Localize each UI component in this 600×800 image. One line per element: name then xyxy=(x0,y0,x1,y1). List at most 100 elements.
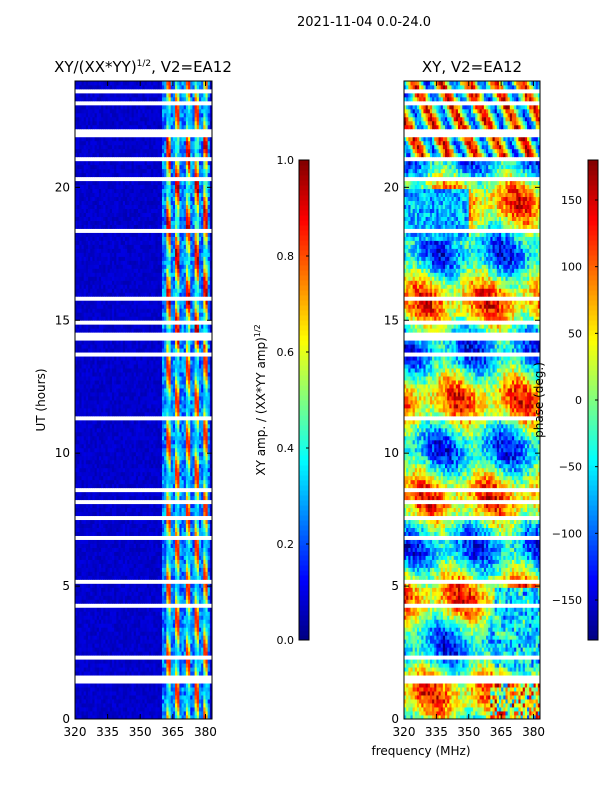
amp-cell xyxy=(144,699,148,704)
amp-cell xyxy=(98,587,102,592)
amp-cell xyxy=(114,559,117,564)
amp-cell xyxy=(177,699,180,704)
amp-cell xyxy=(170,543,174,548)
amp-cell xyxy=(179,595,182,600)
amp-cell xyxy=(177,563,180,568)
amp-cell xyxy=(90,539,93,544)
amp-cell xyxy=(192,531,196,536)
amp-cell xyxy=(122,695,126,700)
amp-cell xyxy=(146,511,150,517)
amp-cell xyxy=(114,495,117,501)
amp-cell xyxy=(203,691,206,696)
amp-cell xyxy=(133,651,137,656)
amp-cell xyxy=(157,699,161,704)
amp-cell xyxy=(105,639,109,644)
amp-cell xyxy=(148,567,152,572)
amp-cell xyxy=(207,639,211,644)
amp-cell xyxy=(92,691,95,696)
amp-cell xyxy=(194,611,198,616)
amp-cell xyxy=(185,627,189,632)
amp-cell xyxy=(133,647,137,652)
amp-cell xyxy=(146,539,150,544)
amp-cell xyxy=(164,711,167,716)
amp-cell xyxy=(118,659,122,664)
amp-cell xyxy=(127,703,130,708)
amp-cell xyxy=(129,575,132,580)
amp-cell xyxy=(77,623,80,628)
amp-cell xyxy=(107,587,111,592)
amp-cell xyxy=(146,631,150,636)
amp-cell xyxy=(85,583,89,588)
amp-cell xyxy=(129,631,132,636)
amp-cell xyxy=(201,663,204,668)
amp-cell xyxy=(92,519,95,525)
amp-cell xyxy=(177,583,180,588)
amp-cell xyxy=(90,619,93,624)
amp-cell xyxy=(98,703,102,708)
amp-cell xyxy=(168,683,172,688)
amp-cell xyxy=(125,503,128,509)
amp-cell xyxy=(120,511,124,517)
amp-cell xyxy=(127,551,130,556)
amp-cell xyxy=(161,539,165,544)
amp-cell xyxy=(116,635,119,640)
amp-cell xyxy=(118,635,122,640)
amp-cell xyxy=(88,511,91,517)
amp-cell xyxy=(159,627,163,632)
amp-cell xyxy=(81,575,85,580)
amp-cell xyxy=(96,523,100,528)
amp-cell xyxy=(77,559,80,564)
amp-cell xyxy=(194,559,198,564)
amp-cell xyxy=(125,595,128,600)
amp-cell xyxy=(164,611,167,616)
amp-cell xyxy=(101,491,104,497)
amp-cell xyxy=(194,699,198,704)
amp-cell xyxy=(188,591,191,596)
amp-cell xyxy=(116,699,119,704)
amp-cell xyxy=(185,575,189,580)
amp-cell xyxy=(142,527,145,532)
amp-cell xyxy=(148,651,152,656)
amp-cell xyxy=(144,627,148,632)
amp-cell xyxy=(131,595,135,600)
amp-cell xyxy=(133,619,137,624)
amp-cell xyxy=(129,643,132,648)
amp-cell xyxy=(146,543,150,548)
amp-cell xyxy=(114,711,117,716)
amp-cell xyxy=(179,507,182,513)
amp-cell xyxy=(79,619,82,624)
amp-cell xyxy=(164,539,167,544)
amp-cell xyxy=(166,539,169,544)
amp-cell xyxy=(188,635,191,640)
amp-row xyxy=(75,491,213,497)
amp-cell xyxy=(133,503,137,509)
amp-cell xyxy=(107,551,111,556)
amp-cell xyxy=(107,543,111,548)
amp-cell xyxy=(101,583,104,588)
amp-cell xyxy=(81,519,85,525)
amp-cell xyxy=(179,683,182,688)
amp-cell xyxy=(96,691,100,696)
amp-cell xyxy=(109,715,113,720)
amp-cell xyxy=(209,631,213,636)
amp-cell xyxy=(201,531,204,536)
amp-cell xyxy=(103,543,106,548)
amp-cell xyxy=(153,507,156,513)
amp-cell xyxy=(127,631,130,636)
amp-cell xyxy=(105,543,109,548)
amp-cell xyxy=(146,643,150,648)
amp-cell xyxy=(133,567,137,572)
amp-cell xyxy=(181,527,185,532)
amp-cell xyxy=(142,551,145,556)
amp-cell xyxy=(155,571,159,576)
amp-cell xyxy=(183,531,187,536)
amp-cell xyxy=(94,623,98,628)
amp-cell xyxy=(116,491,119,497)
amp-cell xyxy=(81,559,85,564)
amp-cell xyxy=(198,503,202,509)
amp-cell xyxy=(183,595,187,600)
amp-cell xyxy=(198,691,202,696)
amp-cell xyxy=(155,527,159,532)
amp-cell xyxy=(203,699,206,704)
amp-cell xyxy=(166,639,169,644)
